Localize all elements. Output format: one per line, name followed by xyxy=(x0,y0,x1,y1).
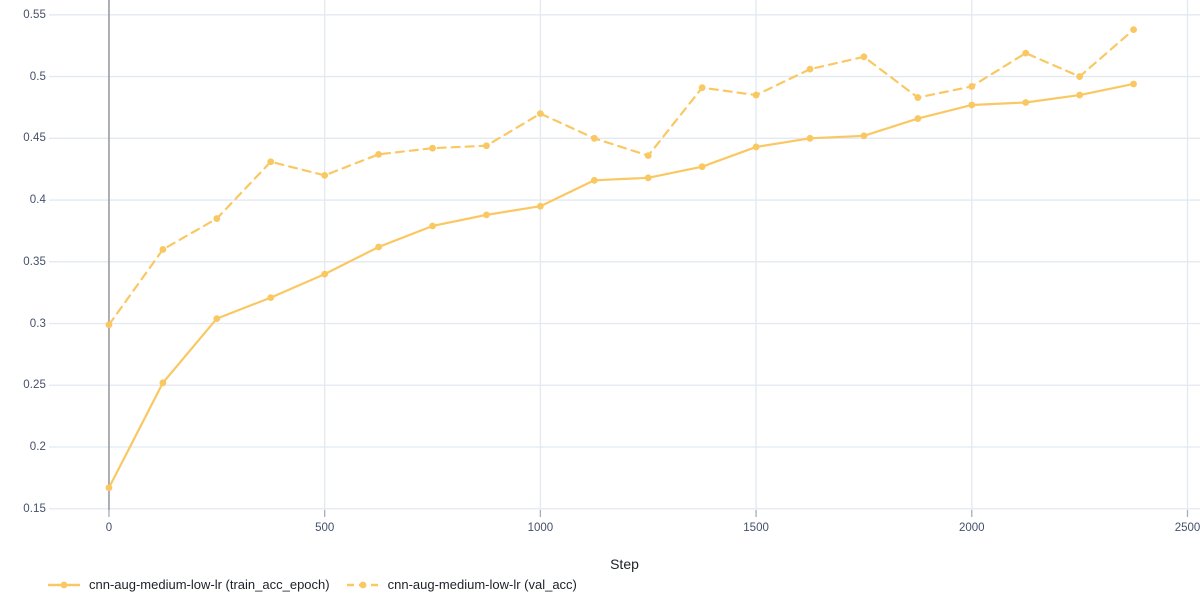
data-point-marker[interactable] xyxy=(806,65,814,73)
data-point-marker[interactable] xyxy=(590,134,598,142)
data-point-marker[interactable] xyxy=(375,243,382,251)
y-tick-label: 0.35 xyxy=(23,255,46,268)
data-point-marker[interactable] xyxy=(321,270,329,278)
y-tick-label: 0.5 xyxy=(29,70,46,83)
dashed-line-sample-icon xyxy=(346,581,379,588)
data-point-marker[interactable] xyxy=(375,150,382,158)
data-point-marker[interactable] xyxy=(1130,80,1137,88)
legend-item-val-acc[interactable]: cnn-aug-medium-low-lr (val_acc) xyxy=(346,577,577,592)
y-tick-label: 0.15 xyxy=(23,502,46,515)
y-tick-label: 0.25 xyxy=(23,379,46,392)
data-point-marker[interactable] xyxy=(1076,73,1084,80)
data-point-marker[interactable] xyxy=(1022,99,1030,106)
data-point-marker[interactable] xyxy=(698,84,706,92)
legend-label: cnn-aug-medium-low-lr (train_acc_epoch) xyxy=(89,577,330,592)
x-tick-label: 500 xyxy=(315,522,335,534)
x-tick-label: 1500 xyxy=(743,522,769,534)
data-point-marker[interactable] xyxy=(159,379,167,387)
data-point-marker[interactable] xyxy=(536,202,544,210)
x-axis-title: Step xyxy=(610,556,639,572)
y-tick-label: 0.4 xyxy=(29,194,46,207)
data-point-marker[interactable] xyxy=(1022,49,1030,57)
data-point-marker[interactable] xyxy=(968,101,976,109)
data-point-marker[interactable] xyxy=(213,215,221,222)
series-line-dashed[interactable] xyxy=(107,28,1135,326)
data-point-marker[interactable] xyxy=(267,158,275,166)
data-point-marker[interactable] xyxy=(914,94,922,101)
data-point-marker[interactable] xyxy=(159,246,167,253)
data-point-marker[interactable] xyxy=(968,83,976,90)
x-tick-label: 2500 xyxy=(1174,522,1200,534)
data-point-marker[interactable] xyxy=(1130,26,1137,34)
data-point-marker[interactable] xyxy=(752,91,760,99)
data-point-marker[interactable] xyxy=(806,134,814,142)
data-point-marker[interactable] xyxy=(429,144,436,152)
x-tick-label: 2000 xyxy=(958,522,985,534)
legend-label: cnn-aug-medium-low-lr (val_acc) xyxy=(387,577,577,592)
x-tick-label: 1000 xyxy=(527,522,554,534)
legend-item-train-acc[interactable]: cnn-aug-medium-low-lr (train_acc_epoch) xyxy=(47,577,330,592)
y-tick-label: 0.3 xyxy=(29,317,46,330)
data-point-marker[interactable] xyxy=(644,152,652,159)
solid-line-sample-icon xyxy=(48,581,80,588)
data-point-marker[interactable] xyxy=(860,53,868,61)
y-tick-label: 0.45 xyxy=(23,132,46,145)
data-point-marker[interactable] xyxy=(483,142,490,150)
data-point-marker[interactable] xyxy=(213,315,221,322)
data-point-marker[interactable] xyxy=(267,294,275,302)
data-point-marker[interactable] xyxy=(321,171,329,179)
data-point-marker[interactable] xyxy=(105,484,113,492)
x-tick-label: 0 xyxy=(105,522,113,534)
data-point-marker[interactable] xyxy=(429,222,436,230)
data-point-marker[interactable] xyxy=(1076,91,1084,99)
data-point-marker[interactable] xyxy=(590,176,598,184)
data-point-marker[interactable] xyxy=(752,143,760,151)
data-point-marker[interactable] xyxy=(483,211,490,219)
data-point-marker[interactable] xyxy=(914,115,922,122)
series-line-solid[interactable] xyxy=(107,82,1135,489)
data-point-marker[interactable] xyxy=(860,132,868,140)
data-point-marker[interactable] xyxy=(105,321,113,329)
y-tick-label: 0.2 xyxy=(29,441,46,454)
data-point-marker[interactable] xyxy=(536,110,544,118)
data-point-marker[interactable] xyxy=(698,163,706,171)
y-tick-label: 0.55 xyxy=(23,8,46,21)
legend: cnn-aug-medium-low-lr (train_acc_epoch) c… xyxy=(47,577,577,592)
data-point-marker[interactable] xyxy=(644,174,652,182)
